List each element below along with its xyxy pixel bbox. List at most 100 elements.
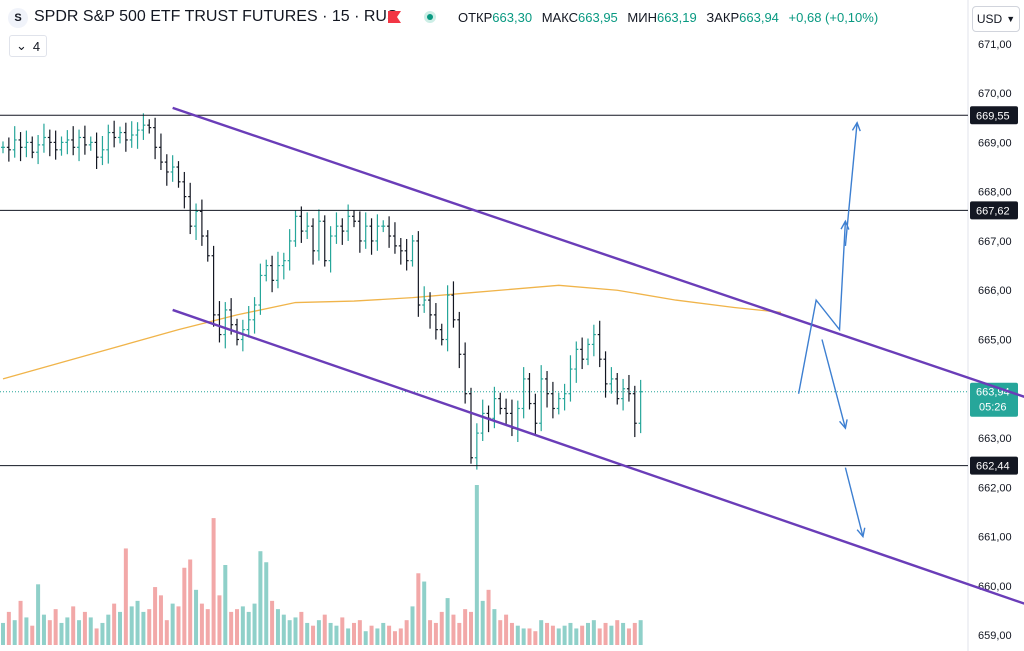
volume-bar <box>562 625 567 645</box>
volume-bar <box>609 625 614 645</box>
ohlc-legend: ОТКР663,30 МАКС663,95 МИН663,19 ЗАКР663,… <box>458 10 884 25</box>
volume-bar <box>194 589 199 645</box>
level-price-tag <box>970 456 1018 475</box>
volume-bar <box>229 611 234 645</box>
volume-bar <box>352 622 356 645</box>
volume-bar <box>469 611 473 645</box>
level-price-tag <box>970 106 1018 125</box>
volume-bar <box>545 622 550 645</box>
volume-bar <box>504 614 509 645</box>
volume-bar <box>369 625 374 645</box>
volume-bar <box>164 620 169 645</box>
volume-bar <box>398 628 403 645</box>
volume-bar <box>112 603 117 645</box>
projection-arrow-head <box>851 121 861 132</box>
projection-arrow <box>844 122 858 246</box>
ohlc-close-key: ЗАКР <box>706 10 740 25</box>
volume-bar <box>615 620 620 645</box>
volume-bar <box>410 606 415 645</box>
volume-bar <box>94 628 99 645</box>
volume-bar <box>445 598 450 645</box>
symbol-title[interactable]: SPDR S&P 500 ETF TRUST FUTURES · 15 · RU… <box>34 8 398 25</box>
volume-bar <box>211 518 216 645</box>
flag-icon[interactable] <box>388 11 401 23</box>
volume-bar <box>182 567 187 645</box>
volume-bar <box>235 609 239 645</box>
volume-bar <box>153 587 158 645</box>
volume-bar <box>433 622 438 645</box>
y-tick-label: 662,00 <box>978 482 1012 494</box>
volume-bar <box>463 609 468 645</box>
chevron-down-icon: ▼ <box>1006 14 1016 24</box>
market-status-icon <box>424 11 436 23</box>
y-tick-label: 660,00 <box>978 581 1012 593</box>
y-tick-label: 670,00 <box>978 88 1012 100</box>
volume-bar <box>223 565 228 645</box>
volume-bar <box>299 611 304 645</box>
volume-bar <box>439 611 444 645</box>
moving-average-line <box>2 284 782 380</box>
volume-bar <box>328 622 333 645</box>
level-price-label: 667,62 <box>976 205 1010 217</box>
volume-bar <box>36 584 41 645</box>
volume-bar <box>287 620 292 645</box>
volume-bar <box>293 617 298 645</box>
volume-bar <box>603 622 608 645</box>
volume-bar <box>422 581 427 645</box>
projection-arrow <box>821 339 847 429</box>
y-tick-label: 663,00 <box>978 433 1012 445</box>
volume-bar <box>568 622 573 645</box>
channel-line <box>172 308 1024 605</box>
projection-arrow-head <box>839 419 848 430</box>
volume-bar <box>1 622 5 645</box>
volume-bar <box>77 620 82 645</box>
channel-line <box>172 106 1024 398</box>
volume-bar <box>556 628 561 645</box>
volume-bar <box>12 620 17 645</box>
volume-bar <box>316 620 321 645</box>
y-tick-label: 661,00 <box>978 532 1012 544</box>
volume-bar <box>129 606 134 645</box>
ohlc-change: +0,68 (+0,10%) <box>788 10 879 25</box>
y-tick-label: 667,00 <box>978 236 1012 248</box>
volume-bar <box>632 622 637 645</box>
volume-bar <box>580 625 585 645</box>
volume-bar <box>363 631 368 645</box>
volume-bar <box>199 603 204 645</box>
volume-bar <box>357 620 362 645</box>
ohlc-low-value: 663,19 <box>656 10 697 25</box>
volume-bar <box>521 628 526 645</box>
y-tick-label: 671,00 <box>978 39 1012 51</box>
ohlc-close-value: 663,94 <box>739 10 779 25</box>
projection-arrow-head <box>856 527 866 539</box>
chart-header: S SPDR S&P 500 ETF TRUST FUTURES · 15 · … <box>0 0 965 34</box>
volume-bar <box>123 548 128 645</box>
volume-bar <box>141 611 146 645</box>
volume-bar <box>88 617 93 645</box>
volume-bar <box>527 628 532 645</box>
currency-select[interactable]: USD ▼ <box>972 6 1020 32</box>
volume-bar <box>147 609 152 645</box>
y-tick-label: 668,00 <box>978 187 1012 199</box>
indicators-toggle[interactable]: ⌄ 4 <box>9 35 48 57</box>
volume-bar <box>457 622 462 645</box>
volume-bar <box>158 595 163 645</box>
volume-bar <box>18 600 23 645</box>
countdown-label: 05:26 <box>979 402 1007 414</box>
ohlc-low-key: МИН <box>627 10 657 25</box>
volume-bar <box>492 609 497 645</box>
volume-bar <box>281 614 286 645</box>
volume-bar <box>428 620 433 645</box>
y-tick-label: 659,00 <box>978 630 1012 642</box>
volume-bar <box>311 625 316 645</box>
volume-bar <box>533 631 538 645</box>
volume-bar <box>275 609 280 645</box>
projection-arrow <box>844 467 864 537</box>
volume-bar <box>252 603 257 645</box>
volume-bar <box>416 573 421 645</box>
ohlc-open-key: ОТКР <box>458 10 493 25</box>
volume-bar <box>24 617 29 645</box>
volume-bar <box>65 617 70 645</box>
volume-bar <box>240 606 245 645</box>
